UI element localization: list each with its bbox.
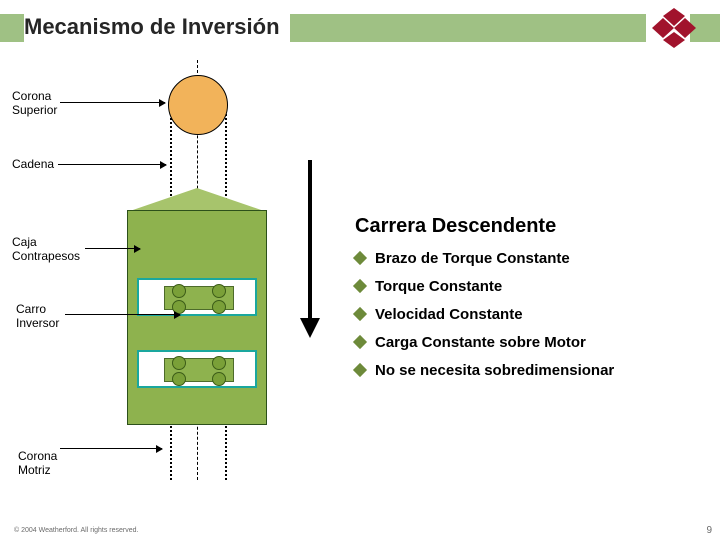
label-corona-motriz: CoronaMotriz bbox=[18, 450, 57, 478]
bullet-item: Torque Constante bbox=[355, 278, 695, 296]
brand-logo bbox=[646, 8, 690, 48]
label-cadena: Cadena bbox=[12, 158, 54, 172]
label-corona-superior: CoronaSuperior bbox=[12, 90, 57, 118]
right-heading: Carrera Descendente bbox=[355, 215, 695, 238]
top-sprocket bbox=[168, 75, 228, 135]
arrow-carro-inversor bbox=[65, 314, 180, 315]
wheel-icon bbox=[212, 356, 226, 370]
label-caja-contrapesos: CajaContrapesos bbox=[12, 236, 80, 264]
wheel-icon bbox=[212, 284, 226, 298]
wheel-icon bbox=[172, 356, 186, 370]
page-number: 9 bbox=[706, 525, 712, 536]
inverter-car-upper bbox=[137, 278, 257, 316]
bullet-item: No se necesita sobredimensionar bbox=[355, 362, 695, 380]
arrow-caja-contrapesos bbox=[85, 248, 140, 249]
wheel-icon bbox=[212, 300, 226, 314]
counterweight-housing bbox=[127, 210, 267, 425]
wheel-icon bbox=[172, 284, 186, 298]
bullet-list: Brazo de Torque Constante Torque Constan… bbox=[355, 250, 695, 380]
right-text-panel: Carrera Descendente Brazo de Torque Cons… bbox=[355, 215, 695, 390]
arrow-cadena bbox=[58, 164, 166, 165]
bullet-item: Velocidad Constante bbox=[355, 306, 695, 324]
arrow-corona-motriz bbox=[60, 448, 162, 449]
label-carro-inversor: CarroInversor bbox=[16, 303, 59, 331]
downstroke-arrow-icon bbox=[300, 160, 320, 340]
wheel-icon bbox=[212, 372, 226, 386]
slide-title: Mecanismo de Inversión bbox=[24, 12, 290, 42]
inverter-car-lower bbox=[137, 350, 257, 388]
slide-header: Mecanismo de Inversión bbox=[0, 0, 720, 60]
copyright-footer: © 2004 Weatherford. All rights reserved. bbox=[14, 527, 138, 534]
bullet-item: Carga Constante sobre Motor bbox=[355, 334, 695, 352]
housing-roof bbox=[127, 188, 267, 212]
bullet-item: Brazo de Torque Constante bbox=[355, 250, 695, 268]
wheel-icon bbox=[172, 372, 186, 386]
slide-content: CoronaSuperior Cadena CajaContrapesos Ca… bbox=[0, 60, 720, 500]
arrow-corona-superior bbox=[60, 102, 165, 103]
